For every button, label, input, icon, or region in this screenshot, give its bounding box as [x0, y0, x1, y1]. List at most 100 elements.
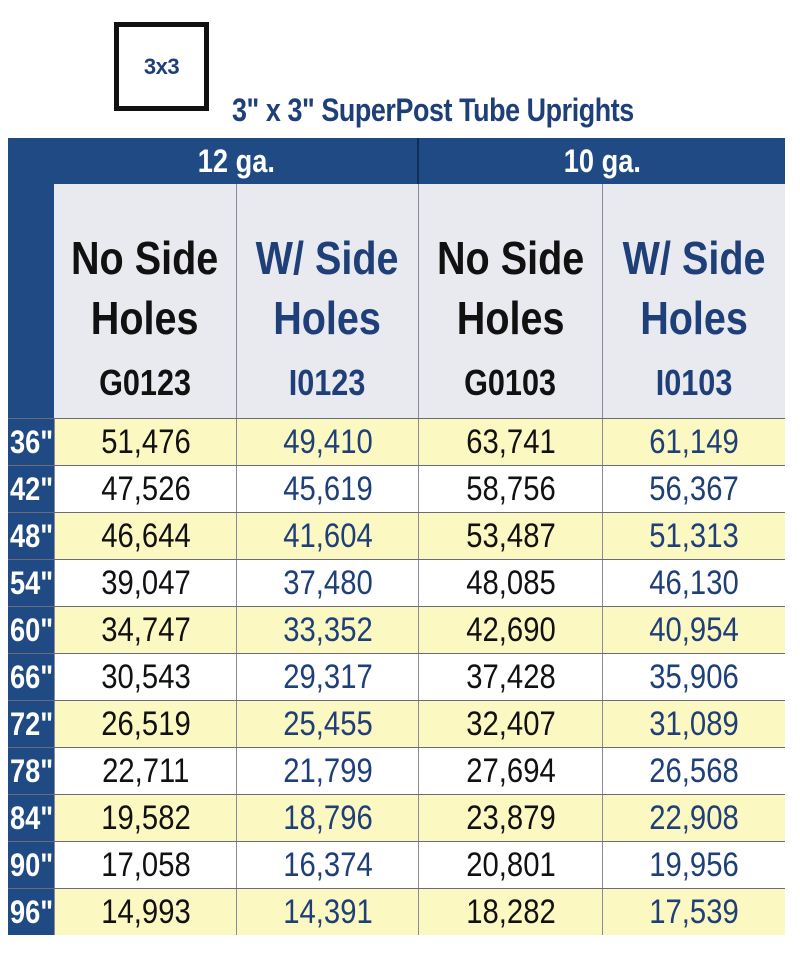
cell-value: 25,455 [282, 704, 373, 743]
row-height-label: 36" [8, 419, 54, 465]
table-cell: 56,367 [602, 466, 785, 512]
table-row: 78" 22,711 21,799 27,694 26,568 [8, 747, 785, 794]
cell-value: 40,954 [649, 610, 739, 649]
row-height-text: 84" [10, 799, 54, 836]
row-height-text: 66" [10, 658, 54, 695]
row-height-label: 54" [8, 560, 54, 606]
cell-value: 51,313 [649, 516, 739, 555]
table-row: 72" 26,519 25,455 32,407 31,089 [8, 700, 785, 747]
cell-value: 14,391 [282, 892, 373, 931]
cell-value: 17,539 [649, 892, 739, 931]
part-number: I0123 [289, 362, 366, 403]
cell-value: 29,317 [282, 657, 373, 696]
column-header-g0103: No Side Holes G0103 [418, 184, 602, 418]
table-cell: 51,476 [54, 419, 236, 465]
gauge-header-10: 10 ga. [419, 138, 785, 184]
table-cell: 31,089 [602, 701, 785, 747]
table-cell: 22,908 [602, 795, 785, 841]
table-cell: 39,047 [54, 560, 236, 606]
table-cell: 51,313 [602, 513, 785, 559]
cell-value: 48,085 [465, 563, 556, 602]
table-cell: 34,747 [54, 607, 236, 653]
table-row: 66" 30,543 29,317 37,428 35,906 [8, 653, 785, 700]
table-row: 60" 34,747 33,352 42,690 40,954 [8, 606, 785, 653]
table-row: 84" 19,582 18,796 23,879 22,908 [8, 794, 785, 841]
cell-value: 22,711 [101, 751, 190, 790]
table-row: 96" 14,993 14,391 18,282 17,539 [8, 888, 785, 935]
row-height-label: 60" [8, 607, 54, 653]
table-cell: 45,619 [236, 466, 418, 512]
column-title: W/ Side Holes [256, 232, 399, 344]
table-cell: 16,374 [236, 842, 418, 888]
table-cell: 19,582 [54, 795, 236, 841]
column-header-i0123: W/ Side Holes I0123 [236, 184, 418, 418]
row-height-label: 78" [8, 748, 54, 794]
cell-value: 37,480 [282, 563, 373, 602]
table-cell: 23,879 [418, 795, 602, 841]
cell-value: 42,690 [465, 610, 556, 649]
table-cell: 27,694 [418, 748, 602, 794]
cell-value: 53,487 [465, 516, 556, 555]
cell-value: 31,089 [649, 704, 739, 743]
row-height-text: 36" [10, 423, 54, 460]
row-height-text: 48" [10, 517, 54, 554]
cell-value: 47,526 [100, 469, 191, 508]
table-cell: 17,539 [602, 889, 785, 935]
table-cell: 20,801 [418, 842, 602, 888]
table-cell: 47,526 [54, 466, 236, 512]
cell-value: 19,956 [649, 845, 739, 884]
table-cell: 46,644 [54, 513, 236, 559]
column-header-row: No Side Holes G0123 W/ Side Holes I0123 … [54, 184, 785, 418]
table-cell: 49,410 [236, 419, 418, 465]
cell-value: 32,407 [465, 704, 556, 743]
cell-value: 20,801 [465, 845, 556, 884]
row-height-label: 42" [8, 466, 54, 512]
gauge-divider [417, 138, 419, 184]
table-cell: 40,954 [602, 607, 785, 653]
gauge-header-10-label: 10 ga. [563, 142, 641, 179]
part-number: G0123 [99, 362, 191, 403]
table-cell: 35,906 [602, 654, 785, 700]
gauge-header-12-label: 12 ga. [197, 142, 275, 179]
cell-value: 27,694 [465, 751, 556, 790]
table-cell: 63,741 [418, 419, 602, 465]
cell-value: 39,047 [100, 563, 191, 602]
row-height-text: 90" [10, 846, 54, 883]
cell-value: 41,604 [282, 516, 373, 555]
cell-value: 33,352 [282, 610, 373, 649]
cell-value: 35,906 [649, 657, 739, 696]
table-cell: 33,352 [236, 607, 418, 653]
table-cell: 14,993 [54, 889, 236, 935]
part-number: G0103 [464, 362, 557, 403]
table-row: 54" 39,047 37,480 48,085 46,130 [8, 559, 785, 606]
table-cell: 29,317 [236, 654, 418, 700]
column-header-g0123: No Side Holes G0123 [54, 184, 236, 418]
page-title: 3" x 3" SuperPost Tube Uprights [232, 92, 634, 128]
cell-value: 37,428 [465, 657, 556, 696]
table-cell: 37,480 [236, 560, 418, 606]
table-cell: 25,455 [236, 701, 418, 747]
cell-value: 63,741 [465, 422, 556, 461]
cell-value: 23,879 [465, 798, 556, 837]
table-cell: 61,149 [602, 419, 785, 465]
cell-value: 17,058 [100, 845, 191, 884]
cell-value: 51,476 [100, 422, 191, 461]
cell-value: 18,796 [282, 798, 373, 837]
cell-value: 22,908 [649, 798, 739, 837]
table-cell: 18,282 [418, 889, 602, 935]
table-cell: 14,391 [236, 889, 418, 935]
table-cell: 18,796 [236, 795, 418, 841]
row-height-label: 72" [8, 701, 54, 747]
cell-value: 56,367 [649, 469, 739, 508]
table-row: 42" 47,526 45,619 58,756 56,367 [8, 465, 785, 512]
cell-value: 58,756 [465, 469, 556, 508]
column-title: No Side Holes [71, 232, 219, 344]
table-cell: 46,130 [602, 560, 785, 606]
table-cell: 48,085 [418, 560, 602, 606]
size-badge-label: 3x3 [143, 53, 180, 79]
cell-value: 16,374 [282, 845, 373, 884]
cell-value: 26,519 [100, 704, 191, 743]
table-cell: 30,543 [54, 654, 236, 700]
table-cell: 22,711 [54, 748, 236, 794]
column-title: No Side Holes [436, 232, 585, 344]
